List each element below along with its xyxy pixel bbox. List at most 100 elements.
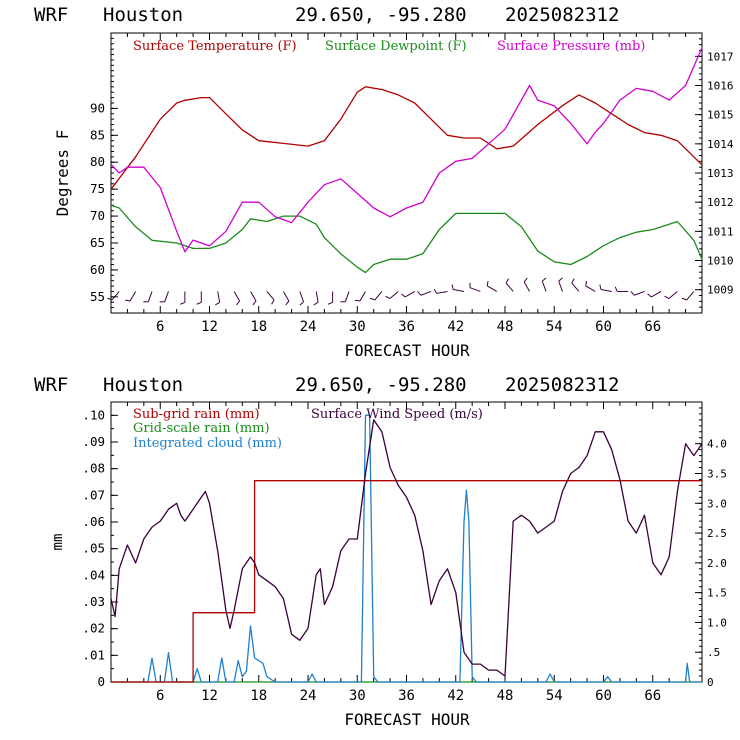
chart1-coords: 29.650, -95.280 [295, 4, 467, 26]
chart2-x-tick-label: 48 [497, 688, 514, 704]
wind-barb-flag [180, 301, 186, 305]
chart1-y2-tick-label: 1012 [707, 196, 734, 209]
wind-barb [217, 291, 221, 303]
wind-barb [404, 291, 415, 298]
wind-barb [523, 281, 531, 292]
chart2-y-tick-label: .08 [82, 461, 105, 476]
chart2-y-tick-label: .03 [82, 594, 105, 609]
legend-surface-temperature: Surface Temperature (F) [133, 39, 297, 54]
wind-barb-flag [252, 300, 257, 306]
wind-barb [651, 291, 662, 298]
wind-barb [600, 289, 612, 292]
wind-barb-flag [486, 280, 489, 287]
wind-barb [233, 291, 241, 302]
surface-wind-speed-line [110, 419, 703, 677]
surface-temperature-line [110, 86, 703, 190]
chart2-y-tick-label: .02 [82, 621, 105, 636]
chart1-header: WRF Houston 29.650, -95.280 2025082312 [0, 4, 740, 28]
surface-dewpoint-line [110, 204, 703, 274]
chart2-y-tick-label: .05 [82, 541, 105, 556]
chart2-y-tick-label: .06 [82, 514, 105, 529]
wind-barb-flag [505, 278, 509, 284]
chart1-x-tick-label: 54 [546, 319, 563, 335]
chart2-header: WRF Houston 29.650, -95.280 2025082312 [0, 374, 740, 398]
wind-barb [129, 291, 137, 302]
wind-barb [111, 291, 120, 301]
chart1-x-tick-label: 60 [595, 319, 612, 335]
chart1-series [110, 47, 703, 274]
chart2-location: Houston [103, 374, 184, 396]
chart1-y2-tick-label: 1011 [707, 225, 734, 238]
chart2-x-tick-label: 42 [447, 688, 464, 704]
chart2-series [110, 414, 703, 683]
chart1-x-tick-label: 36 [398, 319, 415, 335]
wind-barb-flag [541, 277, 547, 282]
wind-barb-flag [523, 277, 528, 283]
wind-barb-flag [647, 293, 652, 298]
chart1-x-axis-label: FORECAST HOUR [344, 341, 470, 360]
chart2-y-tick-label: 0 [97, 674, 105, 689]
wind-barb-flag [385, 295, 391, 299]
wind-barb [487, 285, 498, 292]
wind-barb [282, 291, 290, 302]
chart1-y2-tick-label: 1015 [707, 109, 734, 122]
chart1-x-tick-label: 12 [201, 319, 218, 335]
chart2-x-axis-label: FORECAST HOUR [344, 710, 470, 729]
wind-barb [634, 290, 645, 296]
chart1-y-tick-label: 80 [90, 154, 105, 169]
wind-barb [359, 291, 366, 302]
surface-pressure-line [110, 47, 703, 253]
wind-barb [571, 282, 580, 292]
wind-barb-flag [196, 301, 202, 305]
chart2-ticks: 6 12 18 24 30 36 42 48 54 60 66 0 .01 .02 .03 .04 .05 .06… [82, 401, 727, 704]
chart2-y-tick-label: .10 [82, 407, 105, 422]
chart1-y-tick-label: 75 [90, 181, 105, 196]
wind-barb-flag [125, 299, 131, 302]
wind-barb [374, 291, 383, 301]
wind-barb [250, 291, 257, 302]
wind-barb-flag [571, 278, 575, 284]
wind-barb [344, 291, 350, 302]
wind-barb [469, 287, 481, 292]
chart1-wind-barbs [107, 277, 695, 306]
precipitation-chart: 6 12 18 24 30 36 42 48 54 60 66 0 .01 .02 .03 .04 .05 .06… [50, 401, 727, 729]
chart2-x-tick-label: 36 [398, 688, 415, 704]
chart1-y-tick-label: 90 [90, 100, 105, 115]
chart2-coords: 29.650, -95.280 [295, 374, 467, 396]
legend-surface-dewpoint: Surface Dewpoint (F) [325, 39, 467, 54]
wind-barb [668, 291, 678, 299]
chart2-x-tick-label: 12 [201, 688, 218, 704]
chart1-y-tick-label: 65 [90, 235, 105, 250]
wind-barb-flag [369, 297, 375, 301]
wind-barb-flag [107, 297, 113, 301]
legend-integrated-cloud: Integrated cloud (mm) [133, 436, 282, 451]
wind-barb [453, 289, 465, 292]
wind-barb [266, 291, 275, 301]
wind-barb [389, 291, 399, 299]
chart1-x-tick-label: 6 [156, 319, 164, 335]
chart1-y2-tick-label: 1013 [707, 167, 734, 180]
chart2-y2-tick-label: 1.0 [707, 616, 727, 629]
chart1-y-tick-label: 55 [90, 289, 105, 304]
chart1-x-tick-label: 24 [300, 319, 317, 335]
chart2-x-tick-label: 54 [546, 688, 563, 704]
temperature-chart: 6 12 18 24 30 36 42 48 54 60 66 55 60 65 70 75 80 85 90 100… [53, 32, 734, 360]
chart2-x-tick-label: 6 [156, 688, 164, 704]
wind-barb [436, 290, 448, 294]
chart2-y2-tick-label: 4.0 [707, 438, 727, 451]
wind-barb-flag [599, 284, 602, 290]
chart2-y-tick-label: .09 [82, 434, 105, 449]
chart1-y-tick-label: 85 [90, 127, 105, 142]
chart1-y2-tick-label: 1010 [707, 255, 734, 268]
chart2-x-tick-label: 66 [644, 688, 661, 704]
wind-barb-flag [558, 277, 563, 282]
chart2-y-axis-label: mm [50, 534, 66, 551]
chart2-y2-tick-label: 0 [707, 676, 714, 689]
chart2-y-tick-label: .07 [82, 487, 105, 502]
chart1-y-tick-label: 60 [90, 262, 105, 277]
wind-barb-flag [417, 291, 422, 296]
chart1-y-tick-label: 70 [90, 208, 105, 223]
wind-barb [585, 285, 596, 292]
chart1-x-tick-label: 30 [349, 319, 366, 335]
